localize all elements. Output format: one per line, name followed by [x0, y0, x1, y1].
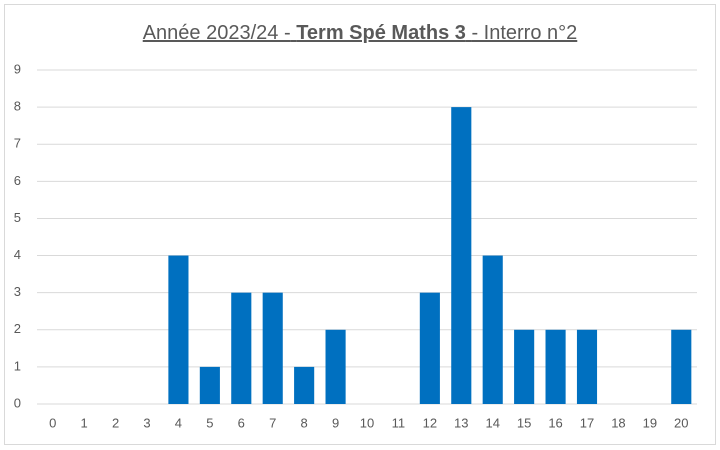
- y-tick-label: 9: [14, 61, 21, 76]
- x-tick-label: 10: [360, 415, 374, 430]
- y-tick-label: 3: [14, 284, 21, 299]
- x-tick-label: 19: [643, 415, 657, 430]
- x-tick-label: 1: [81, 415, 88, 430]
- bar: [671, 329, 692, 404]
- bar: [451, 107, 472, 404]
- y-tick-label: 8: [14, 99, 21, 114]
- y-tick-label: 7: [14, 136, 21, 151]
- x-tick-label: 0: [49, 415, 56, 430]
- y-tick-label: 6: [14, 173, 21, 188]
- x-tick-label: 17: [580, 415, 594, 430]
- chart-title: Année 2023/24 - Term Spé Maths 3 - Inter…: [0, 22, 720, 45]
- bar: [294, 366, 315, 404]
- bar: [482, 255, 503, 404]
- y-tick-label: 1: [14, 358, 21, 373]
- y-tick-label: 5: [14, 210, 21, 225]
- x-tick-label: 2: [112, 415, 119, 430]
- title-part: Année 2023/24 -: [142, 22, 291, 44]
- bar: [231, 292, 252, 404]
- x-tick-label: 15: [517, 415, 531, 430]
- x-tick-label: 20: [674, 415, 688, 430]
- x-tick-label: 16: [548, 415, 562, 430]
- x-tick-label: 7: [269, 415, 276, 430]
- bar: [545, 329, 566, 404]
- x-tick-label: 4: [175, 415, 182, 430]
- bar: [262, 292, 283, 404]
- bar: [325, 329, 346, 404]
- x-tick-label: 5: [206, 415, 213, 430]
- x-tick-label: 9: [332, 415, 339, 430]
- x-tick-label: 13: [454, 415, 468, 430]
- y-tick-label: 0: [14, 395, 21, 410]
- x-tick-label: 12: [423, 415, 437, 430]
- y-tick-label: 2: [14, 321, 21, 336]
- title-part: - Interro n°2: [471, 22, 578, 44]
- bar: [199, 366, 220, 404]
- bar: [168, 255, 189, 404]
- bar: [419, 292, 440, 404]
- bar: [576, 329, 598, 404]
- x-tick-label: 6: [238, 415, 245, 430]
- x-tick-label: 14: [485, 415, 499, 430]
- bar: [514, 329, 535, 404]
- x-tick-label: 3: [143, 415, 150, 430]
- y-tick-label: 4: [14, 247, 21, 262]
- x-tick-label: 8: [301, 415, 308, 430]
- title-part-bold: Term Spé Maths 3: [296, 22, 466, 44]
- x-tick-label: 11: [392, 415, 406, 430]
- x-tick-label: 18: [611, 415, 625, 430]
